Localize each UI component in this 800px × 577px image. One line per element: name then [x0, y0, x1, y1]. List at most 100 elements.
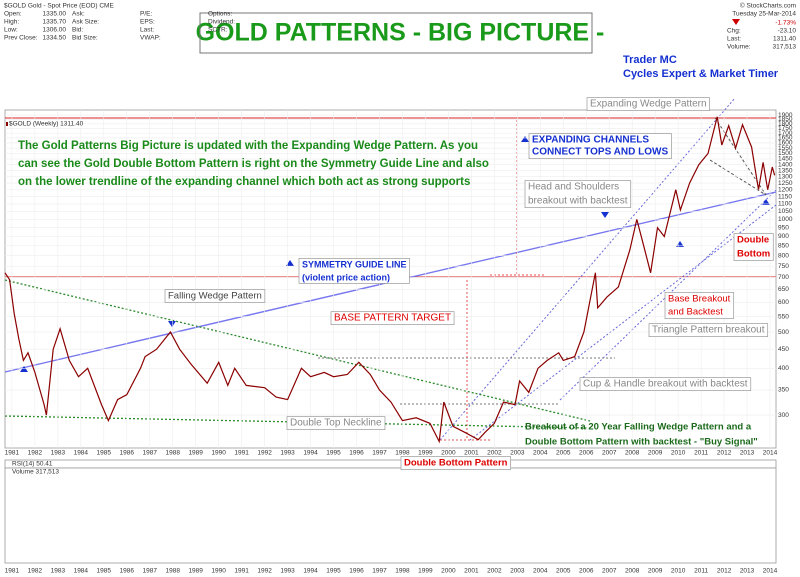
annotation-box	[164, 289, 266, 303]
x-tick-label: 1981	[5, 450, 20, 457]
arrow	[20, 366, 28, 372]
x-tick-label: 2006	[579, 568, 594, 575]
annotation-box	[579, 377, 752, 391]
annotation-box	[586, 97, 710, 111]
y-tick-label: 450	[778, 346, 789, 353]
annotation-text: CONNECT TOPS AND LOWS	[532, 147, 668, 158]
quote-label: EPS:	[140, 19, 155, 26]
quote-label: Ask Size:	[72, 19, 99, 26]
channel-line	[469, 204, 777, 441]
annotation-text: Double Bottom Pattern with backtest - "B…	[525, 437, 758, 448]
annotation: Breakout of a 20 Year Falling Wedge Patt…	[525, 422, 758, 448]
x-tick-label: 1993	[280, 450, 295, 457]
x-tick-label: 1993	[280, 568, 295, 575]
x-tick-label: 2007	[602, 568, 617, 575]
quote-value: 1335.00	[43, 11, 67, 18]
symbol: $GOLD Gold - Spot Price (EOD) CME	[4, 3, 114, 10]
date: Tuesday 25-Mar-2014	[732, 11, 796, 18]
quote-label: Options:	[208, 11, 232, 18]
annotation-text: Base Breakout	[668, 294, 731, 305]
x-tick-label: 1986	[120, 450, 135, 457]
arrow	[286, 260, 294, 266]
annotation-text: Cycles Expert & Market Timer	[623, 68, 779, 80]
x-tick-label: 2002	[487, 568, 502, 575]
x-tick-label: 1999	[418, 450, 433, 457]
x-tick-label: 2013	[740, 568, 755, 575]
y-tick-label: 1050	[778, 208, 793, 215]
legend: $GOLD (Weekly) 1311.40	[9, 121, 84, 128]
wedge-line	[709, 159, 767, 196]
y-tick-label: 1250	[778, 180, 793, 187]
annotation: Double Top Neckline	[286, 416, 386, 430]
annotation-text: Triangle Pattern breakout	[652, 325, 765, 336]
quote-label: Bid Size:	[72, 35, 98, 42]
x-tick-label: 2003	[510, 450, 525, 457]
annotation-text: Double Top Neckline	[290, 418, 382, 429]
y-tick-label: 900	[778, 233, 789, 240]
summary-label: Volume:	[727, 44, 751, 51]
x-tick-label: 2011	[694, 450, 708, 457]
annotation: The Gold Patterns Big Picture is updated…	[18, 140, 489, 188]
x-tick-label: 2008	[625, 568, 640, 575]
annotation-box	[733, 233, 774, 261]
price-line	[4, 116, 776, 444]
x-tick-label: 2008	[625, 450, 640, 457]
x-tick-label: 2006	[579, 450, 594, 457]
annotation: Double Bottom Pattern	[400, 456, 511, 470]
y-tick-label: 1450	[778, 156, 793, 163]
annotation-box	[524, 180, 632, 208]
annotation-text: breakout with backtest	[528, 196, 628, 207]
y-tick-label: 1000	[778, 216, 793, 223]
annotation-text: Head and Shoulders	[528, 182, 619, 193]
x-tick-label: 1985	[97, 450, 112, 457]
x-tick-label: 2010	[671, 450, 686, 457]
quote-label: Open:	[4, 11, 22, 18]
x-tick-label: 1990	[211, 568, 226, 575]
summary-value: 317,513	[773, 44, 797, 51]
x-tick-label: 1998	[395, 568, 410, 575]
annotation-box	[528, 133, 672, 159]
x-tick-label: 1991	[234, 568, 249, 575]
arrow	[168, 321, 176, 327]
annotation-text: Double	[737, 235, 769, 246]
annotation-text: Double Bottom Pattern	[404, 458, 508, 469]
x-tick-label: 1997	[372, 450, 387, 457]
x-tick-label: 1986	[120, 568, 135, 575]
quote-value: 1306.00	[43, 27, 67, 34]
volume-label: Volume 317,513	[12, 469, 59, 476]
arrow	[601, 212, 609, 218]
y-tick-label: 500	[778, 329, 789, 336]
x-tick-label: 2001	[464, 568, 479, 575]
x-tick-label: 2001	[464, 450, 479, 457]
x-tick-label: 1997	[372, 568, 387, 575]
annotation-text: The Gold Patterns Big Picture is updated…	[18, 140, 478, 152]
rsi-label: RSI(14) 50.41	[12, 461, 53, 468]
credit: © StockCharts.com	[740, 2, 796, 10]
x-tick-label: 1982	[28, 450, 43, 457]
y-tick-label: 1400	[778, 161, 793, 168]
y-tick-label: 1100	[778, 201, 792, 208]
y-tick-label: 1550	[778, 145, 793, 152]
quote-value: 1334.50	[43, 35, 67, 42]
y-tick-label: 1800	[778, 121, 793, 128]
y-tick-label: 1600	[778, 140, 793, 147]
x-tick-label: 2014	[763, 450, 778, 457]
x-tick-label: 1982	[28, 568, 43, 575]
x-tick-label: 1984	[74, 568, 89, 575]
annotation: Base Breakout and Backtest	[664, 292, 735, 319]
quote-label: Bid:	[72, 27, 83, 34]
annotation: BASE PATTERN TARGET	[330, 311, 455, 325]
x-tick-label: 1991	[234, 450, 249, 457]
quote-value: 1335.70	[43, 19, 67, 26]
x-tick-label: 2004	[533, 568, 548, 575]
x-tick-label: 2005	[556, 568, 571, 575]
y-tick-label: 750	[778, 263, 789, 270]
x-tick-label: 1994	[303, 568, 318, 575]
x-tick-label: 2009	[648, 568, 663, 575]
x-tick-label: 1988	[165, 450, 180, 457]
annotation-box	[298, 258, 410, 284]
change-pct: -1.73%	[775, 20, 796, 27]
x-tick-label: 2000	[441, 450, 456, 457]
y-tick-label: 1150	[778, 193, 792, 200]
annotation-text: EXPANDING CHANNELS	[532, 135, 649, 146]
